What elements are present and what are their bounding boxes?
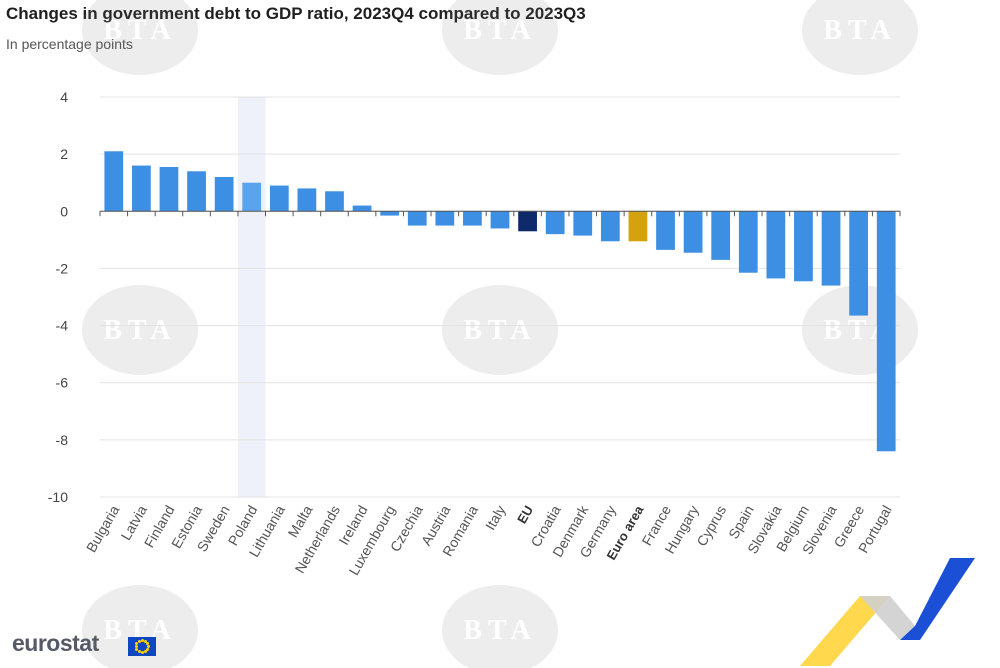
bar-poland[interactable] bbox=[242, 182, 262, 212]
bar-hungary[interactable] bbox=[683, 211, 703, 253]
svg-text:BTA: BTA bbox=[103, 15, 177, 46]
y-tick-label: -8 bbox=[56, 432, 69, 448]
eu-star bbox=[134, 645, 138, 648]
eu-star bbox=[145, 642, 149, 645]
bar-ireland[interactable] bbox=[352, 205, 372, 212]
hover-band bbox=[237, 97, 266, 497]
eu-star bbox=[143, 639, 147, 643]
bar-austria[interactable] bbox=[435, 211, 455, 226]
bar-sweden[interactable] bbox=[214, 177, 234, 212]
bar-slovakia[interactable] bbox=[766, 211, 786, 279]
bar-france[interactable] bbox=[656, 211, 675, 250]
x-axis-labels: BulgariaLatviaFinlandEstoniaSwedenPoland… bbox=[83, 502, 895, 578]
svg-text:BTA: BTA bbox=[103, 315, 177, 346]
y-tick-label: -4 bbox=[56, 318, 69, 334]
bar-luxembourg[interactable] bbox=[380, 211, 400, 216]
bar-belgium[interactable] bbox=[794, 211, 813, 282]
bar-lithuania[interactable] bbox=[269, 185, 289, 212]
eu-star bbox=[140, 651, 144, 654]
bar-germany[interactable] bbox=[600, 211, 620, 242]
bar-denmark[interactable] bbox=[573, 211, 593, 236]
bar-greece[interactable] bbox=[849, 211, 868, 316]
y-tick-label: 4 bbox=[60, 89, 68, 105]
x-label-bulgaria: Bulgaria bbox=[83, 502, 123, 555]
bar-malta[interactable] bbox=[297, 188, 317, 212]
chart-title: Changes in government debt to GDP ratio,… bbox=[6, 4, 586, 23]
bar-czechia[interactable] bbox=[407, 211, 427, 226]
corner-swoosh-graphic bbox=[800, 558, 975, 666]
bar-estonia[interactable] bbox=[187, 171, 206, 212]
eu-flag-icon bbox=[128, 637, 156, 656]
bar-romania[interactable] bbox=[463, 211, 482, 226]
eu-star bbox=[146, 645, 150, 648]
watermark-1: BTA bbox=[442, 0, 558, 75]
watermark-0: BTA bbox=[82, 0, 198, 75]
x-axis-ticks bbox=[99, 211, 901, 217]
eu-star bbox=[143, 650, 147, 654]
y-tick-label: 0 bbox=[60, 203, 68, 219]
eu-star bbox=[135, 648, 139, 651]
bar-latvia[interactable] bbox=[132, 165, 151, 212]
bar-cyprus[interactable] bbox=[711, 211, 731, 260]
bar-bulgaria[interactable] bbox=[104, 151, 124, 212]
svg-text:BTA: BTA bbox=[463, 315, 537, 346]
bar-portugal[interactable] bbox=[876, 211, 896, 452]
bar-croatia[interactable] bbox=[545, 211, 565, 235]
eu-star bbox=[135, 642, 139, 645]
svg-text:BTA: BTA bbox=[823, 15, 897, 46]
watermark-7: BTA bbox=[442, 585, 558, 668]
y-tick-label: -6 bbox=[56, 375, 69, 391]
x-label-italy: Italy bbox=[482, 503, 509, 533]
bars bbox=[104, 151, 896, 452]
svg-text:BTA: BTA bbox=[463, 15, 537, 46]
bar-finland[interactable] bbox=[159, 167, 179, 212]
bar-spain[interactable] bbox=[738, 211, 758, 273]
bar-euro-area[interactable] bbox=[628, 211, 648, 242]
bar-eu[interactable] bbox=[518, 211, 537, 232]
y-tick-label: 2 bbox=[60, 146, 68, 162]
y-tick-label: -2 bbox=[56, 260, 69, 276]
bar-italy[interactable] bbox=[490, 211, 510, 229]
svg-text:BTA: BTA bbox=[463, 615, 537, 646]
bar-netherlands[interactable] bbox=[325, 191, 344, 212]
watermark-3: BTA bbox=[82, 285, 198, 375]
eu-star bbox=[137, 650, 141, 654]
eu-star bbox=[145, 648, 149, 651]
watermark-4: BTA bbox=[442, 285, 558, 375]
eu-star bbox=[140, 639, 144, 642]
y-axis-ticks: 4 2 0 -2 -4 -6 -8 -10 bbox=[48, 89, 68, 505]
eu-star bbox=[137, 639, 141, 643]
chart-subtitle: In percentage points bbox=[6, 36, 133, 52]
eurostat-logo: eurostat bbox=[12, 630, 99, 656]
watermark-2: BTA bbox=[802, 0, 918, 75]
y-tick-label: -10 bbox=[48, 489, 68, 505]
bar-slovenia[interactable] bbox=[821, 211, 841, 286]
x-label-eu: EU bbox=[514, 503, 536, 526]
